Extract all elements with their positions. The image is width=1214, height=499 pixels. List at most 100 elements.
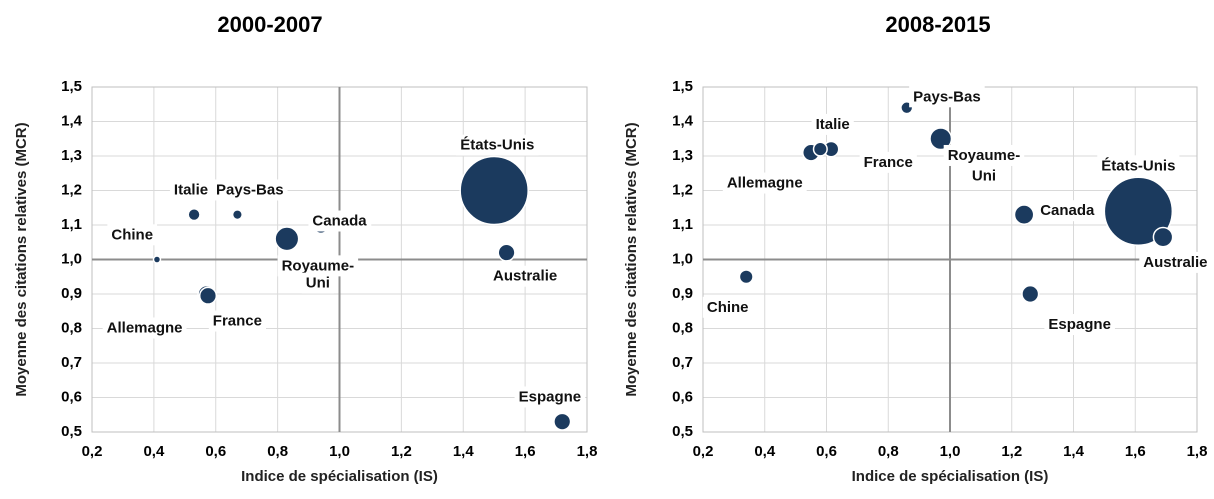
bubble-point bbox=[1152, 226, 1174, 248]
point-label-background bbox=[811, 113, 854, 135]
y-tick-label: 1,2 bbox=[61, 181, 82, 198]
chart-title: 2000-2007 bbox=[217, 12, 322, 37]
point-label-background bbox=[1036, 200, 1100, 222]
point-label-text: États-Unis bbox=[1101, 157, 1175, 174]
y-tick-label: 0,7 bbox=[672, 354, 693, 371]
point-label-background bbox=[1139, 251, 1212, 273]
point-label-background bbox=[107, 224, 158, 246]
bubble-point bbox=[1013, 204, 1035, 226]
y-tick-label: 0,6 bbox=[672, 388, 693, 405]
point-label-text: Royaume- bbox=[948, 147, 1021, 164]
chart-panel-2000-2007: 2000-2007 0,2 0,4 0,6 0,8 1,0 1,2 1,4 1,6 1,8 1,5 1… bbox=[13, 12, 597, 485]
bubble-point bbox=[738, 269, 754, 285]
point-label: Uni bbox=[967, 165, 1001, 187]
y-tick-label: 0,9 bbox=[672, 285, 693, 302]
point-label: États-Unis bbox=[456, 134, 539, 156]
x-tick-label: 0,4 bbox=[143, 443, 165, 460]
point-label-text: Australie bbox=[493, 268, 557, 285]
point-label-text: Canada bbox=[1040, 202, 1095, 219]
y-tick-label: 0,8 bbox=[61, 319, 82, 336]
bubble-point bbox=[459, 155, 529, 226]
point-label-text: Canada bbox=[312, 213, 367, 230]
x-tick-label: 1,4 bbox=[453, 443, 475, 460]
point-label-background bbox=[169, 179, 213, 201]
x-tick-label: 0,6 bbox=[816, 443, 837, 460]
x-axis-label: Indice de spécialisation (IS) bbox=[852, 468, 1049, 485]
y-tick-label: 0,9 bbox=[61, 285, 82, 302]
bubble-point bbox=[497, 243, 516, 262]
x-tick-label: 0,4 bbox=[754, 443, 776, 460]
y-tick-label: 0,5 bbox=[61, 423, 82, 440]
chart-title: 2008-2015 bbox=[885, 12, 990, 37]
point-label: Canada bbox=[308, 210, 372, 232]
point-label-background bbox=[308, 210, 372, 232]
point-label-text: Australie bbox=[1143, 254, 1207, 271]
point-label: Canada bbox=[1036, 200, 1100, 222]
point-label: Chine bbox=[107, 224, 158, 246]
y-tick-label: 1,1 bbox=[672, 216, 693, 233]
point-label: Australie bbox=[489, 265, 562, 287]
point-label: Italie bbox=[169, 179, 213, 201]
y-tick-label: 0,5 bbox=[672, 423, 693, 440]
bubble-point bbox=[152, 255, 162, 264]
bubble-point bbox=[812, 141, 828, 157]
y-tick-label: 1,0 bbox=[61, 250, 82, 267]
point-label: Chine bbox=[702, 296, 753, 318]
y-axis-label: Moyenne des citations relatives (MCR) bbox=[623, 122, 640, 396]
x-tick-label: 1,0 bbox=[940, 443, 961, 460]
x-tick-label: 1,0 bbox=[329, 443, 350, 460]
bubble-point bbox=[553, 412, 572, 431]
point-label: Pays-Bas bbox=[212, 179, 288, 201]
x-tick-label: 0,2 bbox=[82, 443, 103, 460]
point-label: France bbox=[208, 310, 267, 332]
bubble-point bbox=[231, 209, 243, 221]
bubble-point bbox=[198, 286, 218, 305]
point-label: Royaume- bbox=[943, 144, 1025, 166]
y-tick-label: 1,1 bbox=[61, 216, 82, 233]
x-tick-label: 1,8 bbox=[577, 443, 598, 460]
point-label-background bbox=[301, 272, 334, 294]
point-label-background bbox=[909, 86, 985, 108]
x-tick-label: 0,8 bbox=[267, 443, 288, 460]
point-label-text: Pays-Bas bbox=[913, 88, 981, 105]
y-tick-label: 1,3 bbox=[61, 147, 82, 164]
y-tick-label: 1,4 bbox=[61, 112, 83, 129]
point-label-background bbox=[1044, 314, 1115, 336]
x-axis-label: Indice de spécialisation (IS) bbox=[241, 468, 438, 485]
point-label-background bbox=[702, 296, 753, 318]
point-label-background bbox=[967, 165, 1001, 187]
point-label: États-Unis bbox=[1097, 155, 1180, 177]
point-label-background bbox=[859, 151, 917, 173]
x-tick-label: 1,4 bbox=[1063, 443, 1085, 460]
y-tick-label: 0,6 bbox=[61, 388, 82, 405]
point-label-text: France bbox=[213, 313, 262, 330]
point-label-text: Royaume- bbox=[282, 257, 355, 274]
x-tick-label: 1,6 bbox=[515, 443, 536, 460]
point-label-text: Espagne bbox=[1048, 316, 1111, 333]
point-label-background bbox=[102, 317, 187, 339]
bubble-point bbox=[1103, 176, 1174, 246]
point-label-text: France bbox=[864, 154, 913, 171]
point-label-text: Chine bbox=[111, 226, 153, 243]
bubble-point bbox=[274, 226, 300, 252]
point-label: Espagne bbox=[514, 386, 586, 408]
point-label-text: Allemagne bbox=[107, 319, 183, 336]
bubble-point bbox=[929, 127, 953, 151]
y-tick-label: 1,0 bbox=[672, 250, 693, 267]
x-tick-label: 0,6 bbox=[205, 443, 226, 460]
x-tick-label: 0,2 bbox=[693, 443, 714, 460]
point-label-background bbox=[489, 265, 562, 287]
point-label-text: Espagne bbox=[519, 388, 582, 405]
point-label-background bbox=[208, 310, 267, 332]
x-tick-label: 1,2 bbox=[391, 443, 412, 460]
y-tick-label: 1,4 bbox=[672, 112, 694, 129]
y-tick-label: 0,8 bbox=[672, 319, 693, 336]
bubble-point bbox=[1021, 284, 1040, 304]
point-label: Pays-Bas bbox=[909, 86, 985, 108]
y-tick-label: 1,5 bbox=[61, 78, 82, 95]
point-label-background bbox=[943, 144, 1025, 166]
y-tick-label: 1,2 bbox=[672, 181, 693, 198]
point-label-text: Uni bbox=[972, 168, 996, 185]
point-label-text: Italie bbox=[174, 181, 208, 198]
